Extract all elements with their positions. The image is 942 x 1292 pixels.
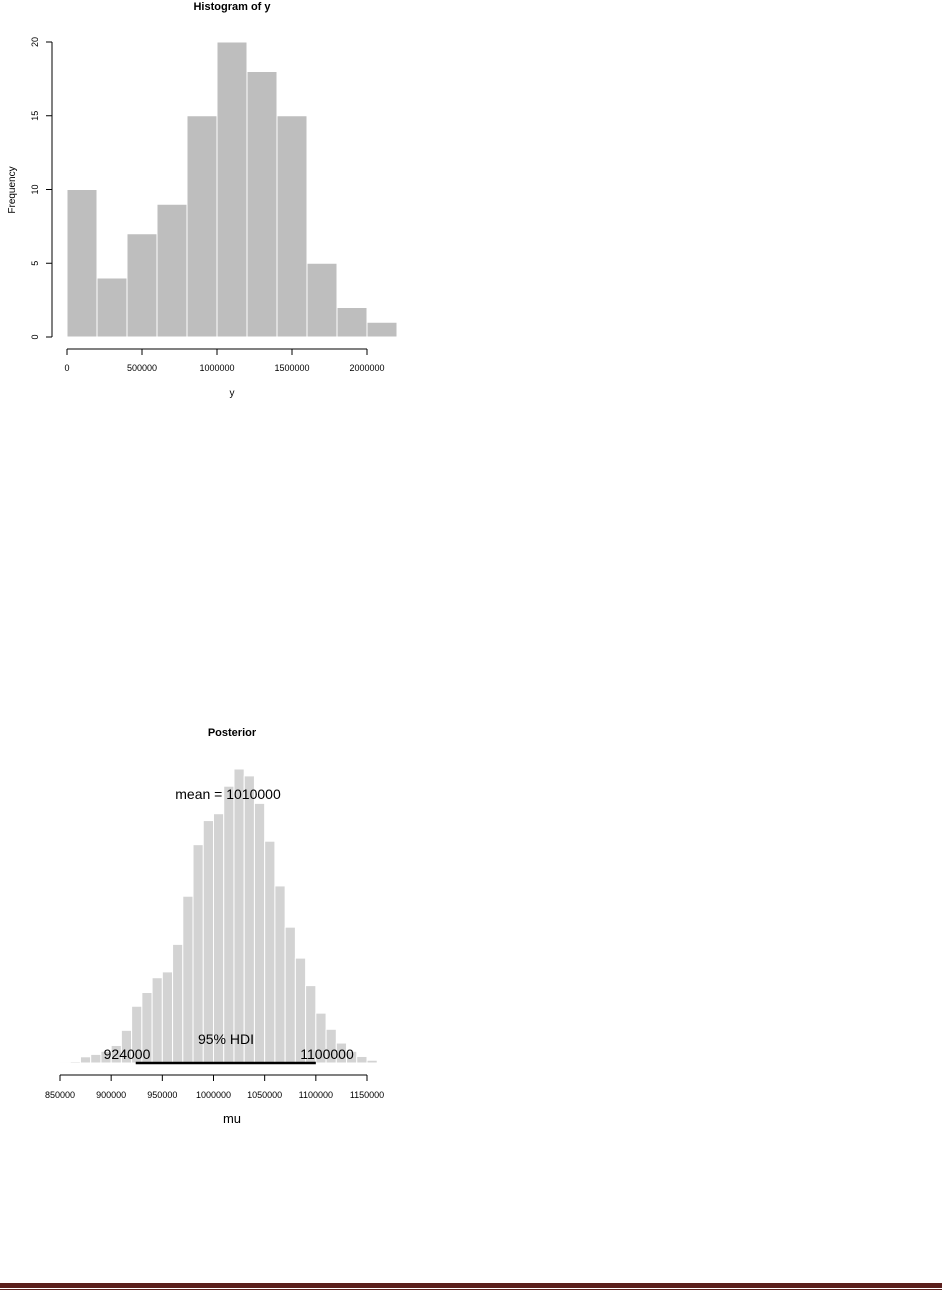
hdi-label: 95% HDI (198, 1031, 254, 1047)
histogram-bar (306, 262, 338, 338)
x-tick-label: 1150000 (350, 1090, 384, 1100)
posterior-bar (202, 820, 214, 1064)
x-tick-label: 950000 (147, 1090, 177, 1100)
posterior-bar (253, 802, 266, 1064)
posterior-bar (213, 813, 225, 1064)
chart-title: Histogram of y (193, 1, 271, 13)
posterior-bar (172, 943, 184, 1064)
y-tick-label: 10 (30, 184, 40, 194)
x-tick-label: 500000 (127, 363, 157, 373)
y-tick-label: 0 (30, 334, 40, 339)
posterior-bar (243, 775, 255, 1064)
posterior-bar (182, 895, 194, 1064)
x-axis-label: y (230, 388, 235, 399)
posterior-histogram: Posterior 850000 900000 950000 1000000 10500… (45, 727, 384, 1126)
x-tick-label: 1100000 (299, 1090, 333, 1100)
histogram-bar (216, 41, 248, 338)
histogram-bar (96, 277, 128, 338)
posterior-bar (151, 977, 163, 1064)
posterior-bar (366, 1059, 378, 1064)
footer-bar (0, 1283, 942, 1288)
histogram-bar (186, 115, 218, 338)
x-axis-label: mu (223, 1111, 241, 1126)
x-tick-label: 2000000 (349, 363, 384, 373)
y-tick-label: 15 (30, 111, 40, 121)
histogram-bar (366, 321, 398, 338)
hdi-high-label: 1100000 (300, 1046, 354, 1062)
posterior-bar (284, 926, 296, 1064)
hdi-low-label: 924000 (104, 1046, 151, 1062)
x-tick-label: 1050000 (247, 1090, 282, 1100)
x-tick-label: 1000000 (199, 363, 234, 373)
histogram-bar (276, 115, 308, 338)
posterior-bar (233, 768, 245, 1064)
footer-line (0, 1289, 942, 1290)
posterior-bar (90, 1053, 102, 1064)
posterior-bar (356, 1055, 368, 1064)
posterior-bar (264, 840, 276, 1064)
posterior-bar (161, 971, 174, 1064)
posterior-bar (69, 1061, 81, 1064)
x-tick-label: 900000 (96, 1090, 126, 1100)
mean-annotation: mean = 1010000 (175, 786, 281, 802)
y-tick-label: 5 (30, 261, 40, 266)
posterior-bar (59, 1061, 71, 1064)
histogram-bar (156, 203, 188, 338)
x-tick-label: 1500000 (274, 363, 309, 373)
y-axis-label: Frequency (7, 166, 18, 213)
histogram-bar (66, 189, 98, 338)
posterior-bar (274, 885, 286, 1064)
histogram-bar (336, 307, 368, 338)
x-tick-label: 0 (64, 363, 69, 373)
x-tick-label: 850000 (45, 1090, 75, 1100)
histogram-bar (246, 71, 278, 338)
x-tick-label: 1000000 (196, 1090, 231, 1100)
posterior-bar (223, 785, 235, 1064)
chart-title: Posterior (208, 727, 257, 739)
histogram-bar (126, 233, 158, 338)
posterior-bar (79, 1056, 92, 1064)
y-tick-label: 20 (30, 37, 40, 47)
histogram-of-y: Histogram of y 0 500000 1000000 1500000 2000… (7, 1, 398, 399)
